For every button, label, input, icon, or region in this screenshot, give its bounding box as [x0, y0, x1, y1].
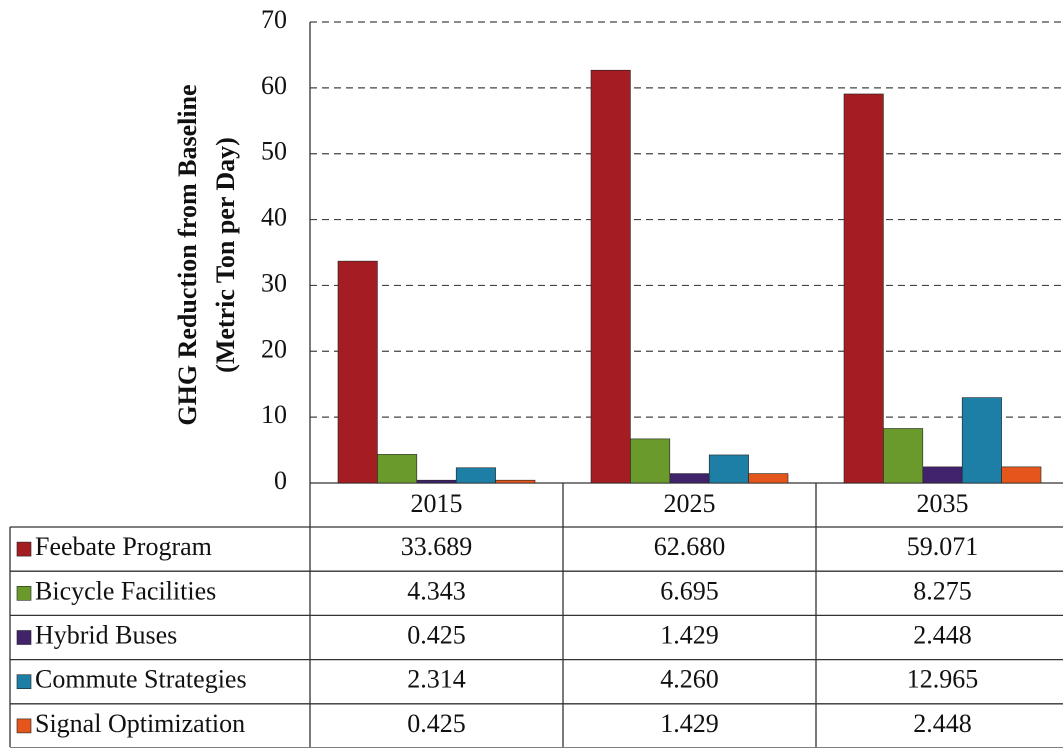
table-value: 59.071: [907, 532, 979, 561]
bar: [748, 473, 789, 484]
table-value: 1.429: [660, 620, 719, 649]
table-value: 2.314: [407, 665, 466, 694]
y-tick-label: 40: [261, 203, 287, 232]
bar: [455, 467, 496, 484]
bar: [708, 454, 749, 484]
legend-swatch: [16, 541, 32, 557]
legend-label: Hybrid Buses: [35, 620, 177, 649]
legend-swatch: [16, 585, 32, 601]
bar: [495, 479, 536, 484]
table-value: 4.343: [407, 576, 466, 605]
y-axis-title: GHG Reduction from Baseline (Metric Ton …: [173, 84, 240, 425]
bar: [416, 479, 457, 484]
x-tick-label: 2015: [411, 489, 463, 518]
table-value: 6.695: [660, 576, 719, 605]
table-value: 62.680: [654, 532, 726, 561]
bar: [961, 397, 1002, 484]
table-value: 4.260: [660, 665, 719, 694]
bar: [1001, 466, 1042, 484]
bar: [843, 93, 884, 484]
y-tick-label: 70: [261, 5, 287, 34]
bar: [377, 454, 418, 484]
table-value: 2.448: [913, 709, 972, 738]
bar: [590, 69, 631, 484]
bar: [337, 260, 378, 484]
bar: [669, 473, 710, 484]
y-tick-label: 0: [274, 466, 287, 495]
bar: [883, 428, 924, 484]
bar: [630, 438, 671, 484]
legend-label: Feebate Program: [35, 532, 212, 561]
table-value: 2.448: [913, 620, 972, 649]
table-value: 8.275: [913, 576, 972, 605]
table-value: 12.965: [907, 665, 979, 694]
legend-swatch: [16, 630, 32, 645]
legend-label: Commute Strategies: [35, 665, 247, 694]
table-value: 1.429: [660, 709, 719, 738]
y-tick-label: 60: [261, 71, 287, 100]
legend-label: Signal Optimization: [35, 709, 245, 738]
legend-swatch: [16, 674, 32, 690]
y-tick-label: 30: [261, 268, 287, 297]
y-tick-label: 50: [261, 137, 287, 166]
y-tick-label: 10: [261, 400, 287, 429]
y-tick-label: 20: [261, 334, 287, 363]
legend-swatch: [16, 718, 32, 734]
y-label-line: (Metric Ton per Day): [211, 137, 240, 373]
x-tick-label: 2025: [664, 489, 716, 518]
legend-label: Bicycle Facilities: [35, 576, 216, 605]
x-tick-label: 2035: [917, 489, 969, 518]
y-label-line: GHG Reduction from Baseline: [173, 84, 202, 425]
table-value: 0.425: [407, 620, 466, 649]
table-value: 33.689: [401, 532, 473, 561]
bar: [922, 466, 963, 484]
table-value: 0.425: [407, 709, 466, 738]
